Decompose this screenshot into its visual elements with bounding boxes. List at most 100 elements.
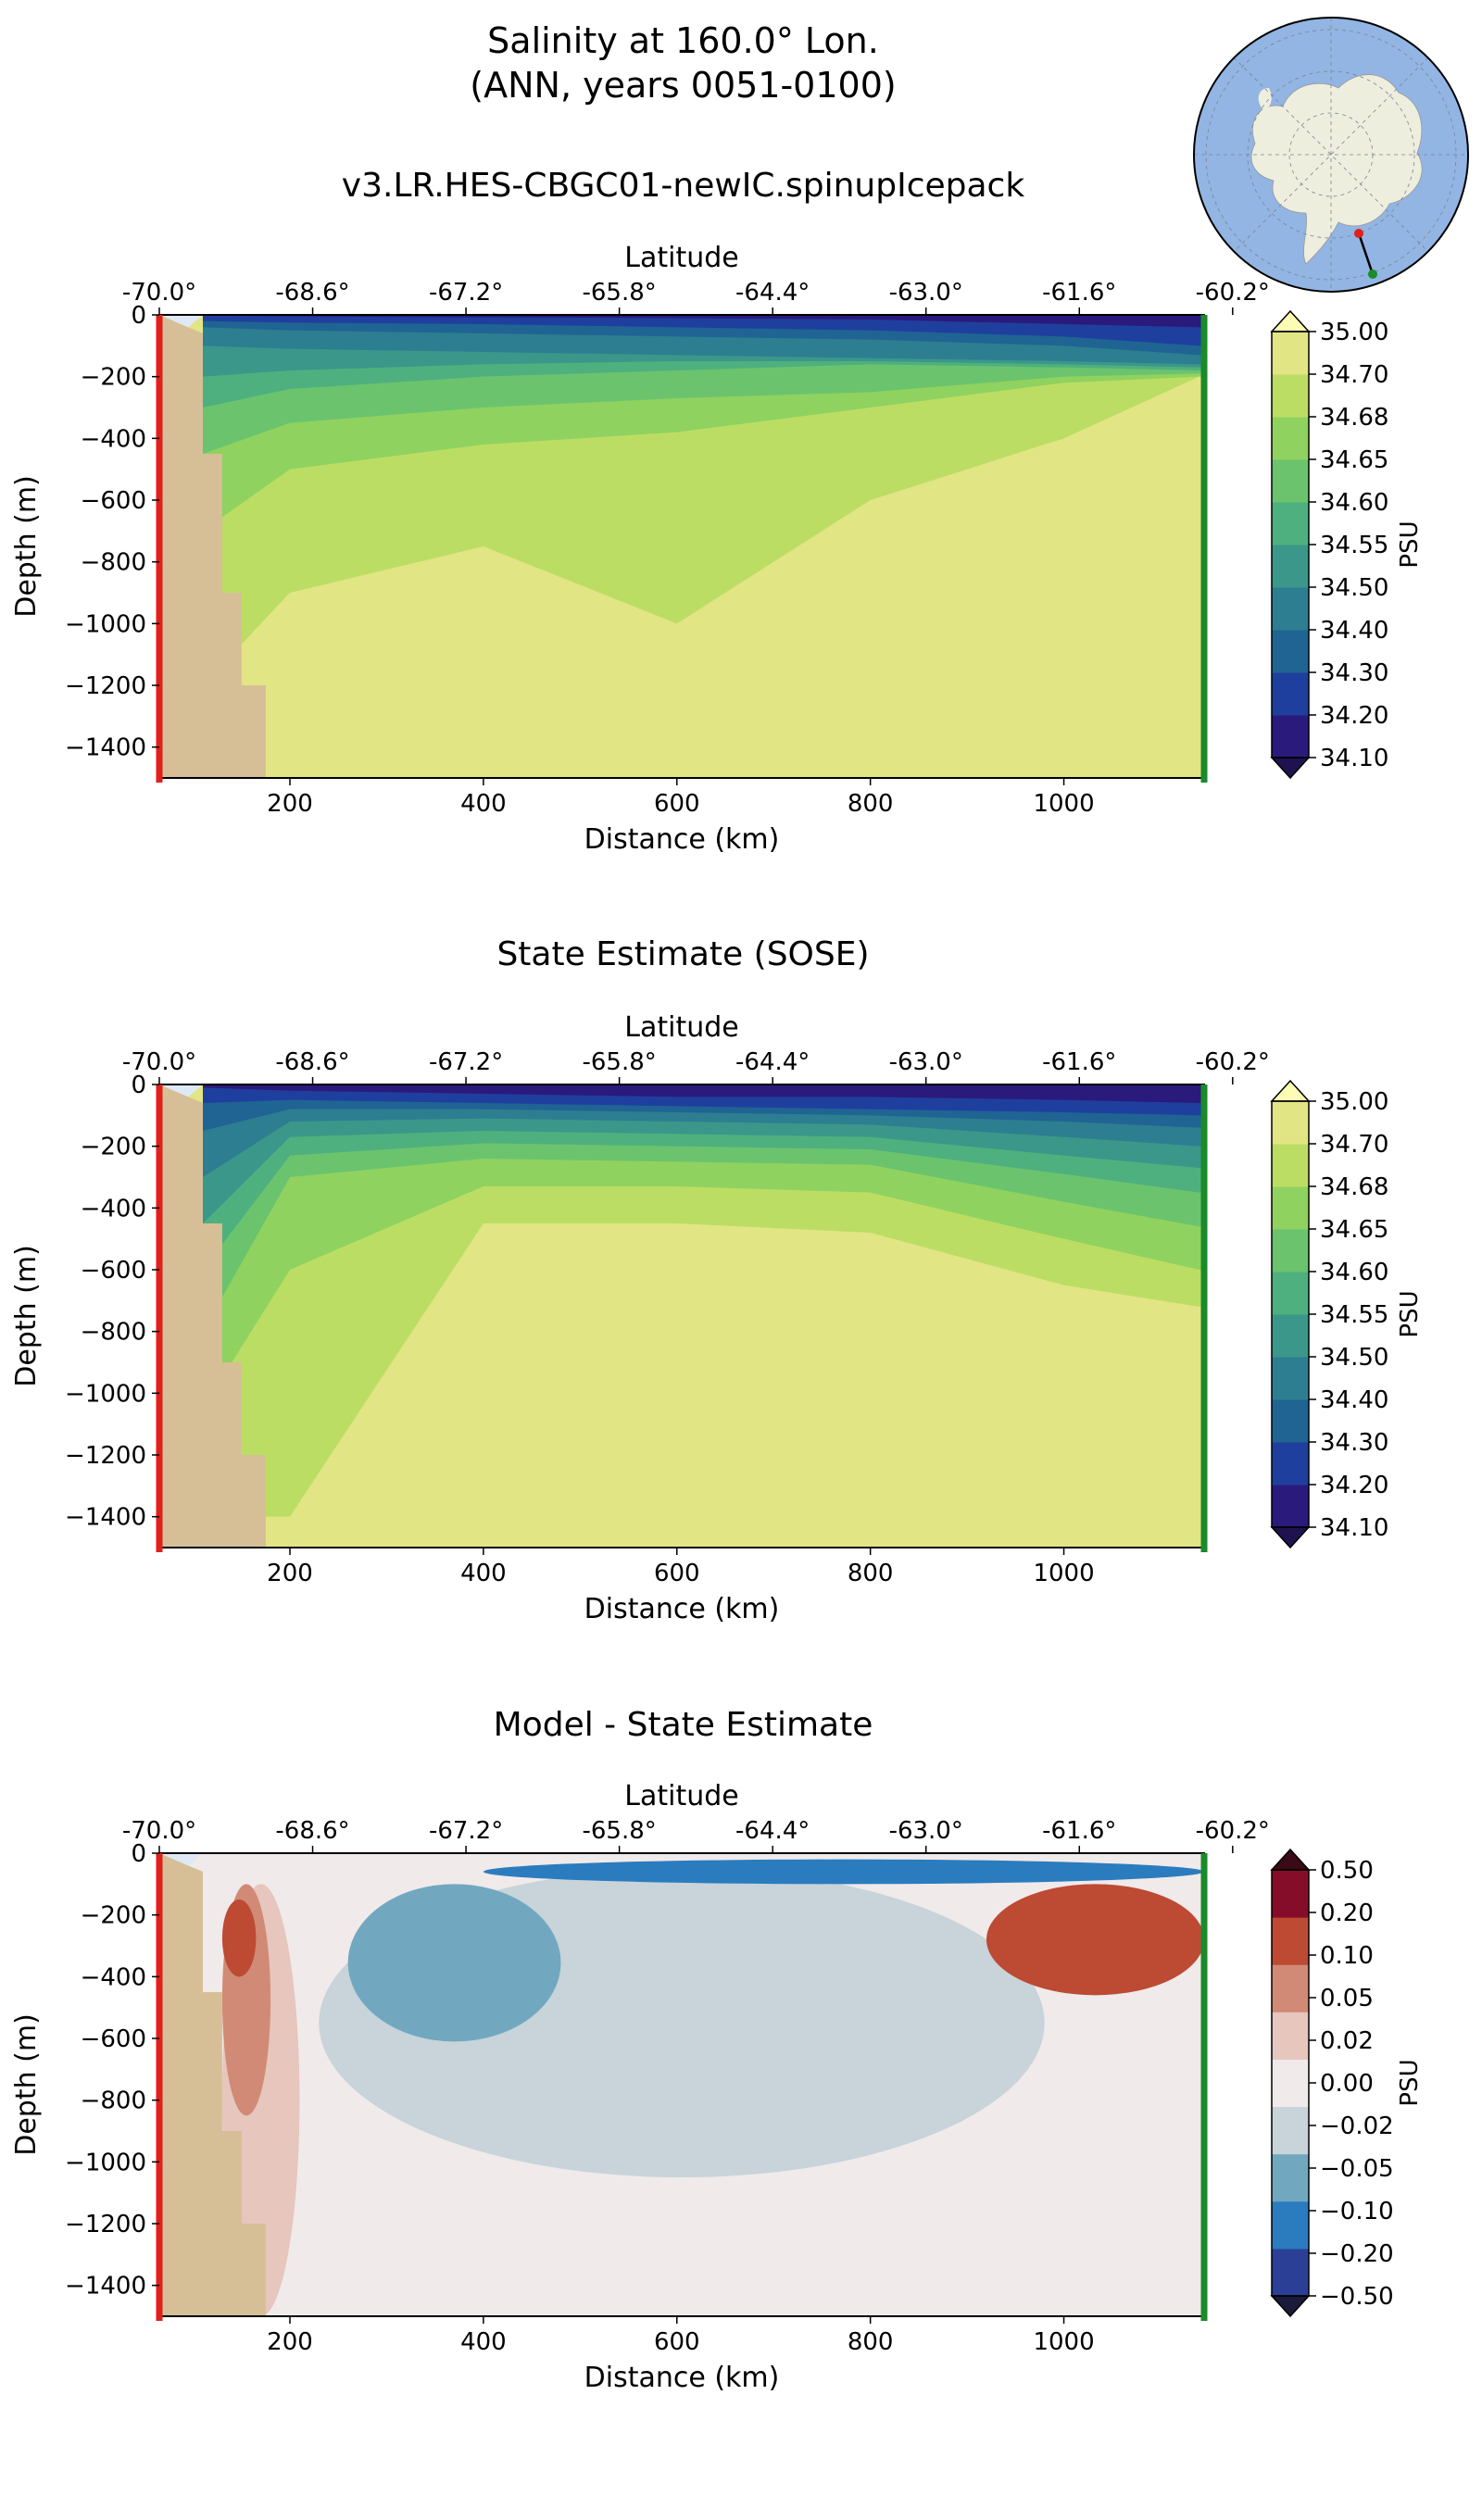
panel-1-x-axis-label: Distance (km) [584,823,780,856]
panel-2-lat-tick-label: -63.0° [889,1048,963,1076]
panel-1-colorbar-label: PSU [1396,520,1424,568]
panel-3-colorbar-tick-label: −0.02 [1320,2113,1394,2140]
panel-1-colorbar-segment [1272,502,1309,545]
section-end-marker [1368,270,1377,279]
panel-3-colorbar-segment [1272,1870,1309,1918]
panel-2-y-axis-label: Depth (m) [10,1245,43,1387]
panel-1-colorbar-segment [1272,630,1309,673]
panel-2-colorbar-tick-label: 34.40 [1320,1386,1388,1414]
panel-3-y-tick-label: −800 [81,2087,146,2115]
panel-2-colorbar-tick-label: 34.70 [1320,1131,1388,1159]
panel-2-colorbar-segment [1272,1442,1309,1486]
figure-title: Salinity at 160.0° Lon. (ANN, years 0051… [0,19,1366,107]
inset-map-icon [1193,17,1469,293]
panel-1-colorbar-segment [1272,545,1309,588]
panel-1-lat-tick-label: -70.0° [122,279,196,307]
panel-3-x-tick-label: 200 [267,2328,313,2356]
panel-3-ice-shelf [159,1853,203,1866]
panel-3-plot-area [159,1853,1204,2316]
panel-1-y-tick-label: −400 [81,425,146,453]
panel-2-colorbar-tick-label: 34.65 [1320,1216,1388,1244]
panel-3-top-axis-label: Latitude [624,1780,738,1812]
panel-2-colorbar-tick-label: 34.60 [1320,1259,1388,1286]
panel-2-colorbar-tick-label: 34.50 [1320,1344,1388,1372]
panel-2-colorbar: 34.10 34.20 34.30 34.40 34.50 34.55 34.60 34.65… [1270,1079,1424,1549]
panel-3-difference-region [483,1859,1204,1885]
panel-3-y-tick-label: −600 [81,2025,146,2053]
panel-2-contour-band [203,1084,1204,1103]
panel-1-colorbar-tick-label: 34.68 [1320,404,1388,432]
panel-1-y-tick-label: −1000 [65,610,146,638]
panel-1-x-tick-label: 800 [848,790,894,818]
panel-1-colorbar-segment [1272,417,1309,460]
panel-3-y-tick-label: −400 [81,1963,146,1991]
panel-1-ice-shelf [159,315,203,328]
panel-2-colorbar-segment [1272,1186,1309,1230]
panel-1-bathymetry [159,315,266,778]
panel-1-colorbar-tick-label: 34.65 [1320,446,1388,474]
panel-2-ice-shelf [159,1084,203,1097]
panel-3-colorbar-segment [1272,1964,1309,2012]
panel-2-lat-tick-label: -64.4° [735,1048,810,1076]
panel-2-colorbar-segment [1272,1485,1309,1528]
panel-1-colorbar-tick-label: 34.55 [1320,532,1388,559]
panel-1-colorbar-segment [1272,374,1309,418]
panel-1-x-tick-label: 200 [267,790,313,818]
panel-2-bathymetry [159,1084,266,1548]
panel-2-colorbar-extend-bottom [1270,1526,1311,1549]
section-start-marker [1354,229,1363,238]
panel-1-colorbar-segment [1272,715,1309,759]
panel-1-colorbar-segment [1272,672,1309,716]
panel-1-colorbar-tick-label: 34.60 [1320,489,1388,517]
panel-3-colorbar-tick-label: 0.05 [1320,1985,1374,2012]
panel-3-difference-region [986,1884,1204,1996]
panel-1-colorbar-segment [1272,332,1309,375]
panel-3-y-tick-label: 0 [131,1840,146,1868]
panel-1-lat-tick-label: -60.2° [1196,279,1270,307]
panel-3-lat-tick-label: -68.6° [275,1817,349,1845]
panel-1-colorbar-tick-label: 34.10 [1320,745,1388,772]
panel-2-colorbar-tick-label: 34.55 [1320,1301,1388,1329]
panel-2-title: State Estimate (SOSE) [496,935,870,973]
panel-3-colorbar-extend-top [1270,1848,1311,1871]
panel-1-y-tick-label: −1400 [65,734,146,762]
sose-salinity-chart: 200 400 600 800 1000 Distance (km) 0 −200 −400 −6… [10,1011,1424,1625]
panel-2-x-tick-label: 200 [267,1560,313,1587]
panel-3-lat-tick-label: -61.6° [1042,1817,1116,1845]
panel-3-y-tick-label: −1400 [65,2273,146,2301]
panel-3-y-axis-label: Depth (m) [10,2013,43,2156]
panel-1-top-axis-label: Latitude [624,242,738,274]
panel-2-lat-tick-label: -65.8° [582,1048,656,1076]
panel-2-lat-tick-label: -61.6° [1042,1048,1116,1076]
panel-2-colorbar-segment [1272,1272,1309,1315]
panel-2-lat-tick-label: -67.2° [429,1048,503,1076]
difference-salinity-chart: 200 400 600 800 1000 Distance (km) 0 −200 −400 −6… [10,1780,1424,2394]
panel-2-colorbar-extend-top [1270,1079,1311,1102]
panel-3-y-tick-label: −1000 [65,2149,146,2176]
panel-3-colorbar-segment [1272,2153,1309,2202]
panel-3-difference-region [347,1884,561,2042]
panel-1-colorbar-segment [1272,459,1309,503]
panel-3-colorbar: 0.50 0.20 0.10 0.05 0.02 0.00 −0.02 −0.05 −0.10 −… [1270,1848,1424,2318]
panel-3-colorbar-tick-label: −0.05 [1320,2155,1394,2183]
panel-1-y-tick-label: 0 [131,302,146,330]
panel-1-colorbar: 34.10 34.20 34.30 34.40 34.50 34.55 34.60 34.65… [1270,309,1424,780]
model-salinity-chart: 200 400 600 800 1000 Distance (km) 0 −200 −400 −6… [10,242,1424,856]
panel-1-colorbar-extend-bottom [1270,757,1311,780]
panel-3-lat-tick-label: -63.0° [889,1817,963,1845]
panel-2-x-tick-label: 800 [848,1560,894,1587]
panel-3-colorbar-segment [1272,1917,1309,1965]
panel-2-colorbar-segment [1272,1357,1309,1400]
panel-1-colorbar-tick-label: 34.70 [1320,361,1388,389]
panel-1-title: v3.LR.HES-CBGC01-newIC.spinupIcepack [341,167,1025,205]
panel-2-colorbar-label: PSU [1396,1290,1424,1337]
panel-3-colorbar-tick-label: 0.10 [1320,1942,1374,1970]
panel-2-plot-area [159,1084,1204,1548]
panel-3-colorbar-tick-label: 0.50 [1320,1857,1374,1885]
panel-3-x-tick-label: 1000 [1033,2328,1094,2356]
panel-2-colorbar-segment [1272,1144,1309,1187]
panel-2-y-tick-label: −1200 [65,1442,146,1470]
panel-3-y-tick-label: −1200 [65,2211,146,2238]
panel-1-y-axis-label: Depth (m) [10,475,43,618]
panel-3-colorbar-tick-label: 0.02 [1320,2027,1374,2055]
